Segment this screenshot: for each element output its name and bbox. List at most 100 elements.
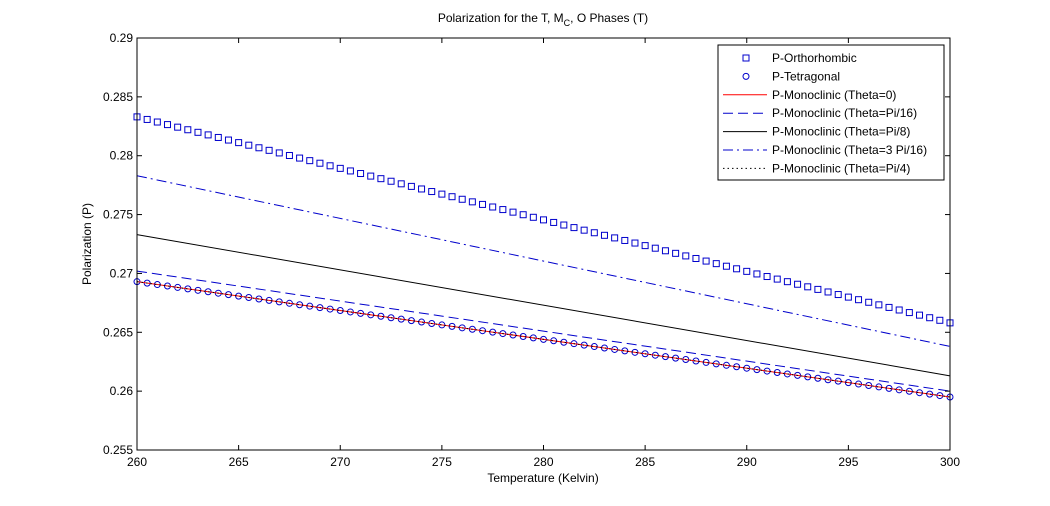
data-point [357,170,365,178]
data-point [428,188,436,196]
data-point [407,182,415,190]
data-point [255,144,263,152]
legend-marker [742,72,750,80]
data-point [184,126,192,134]
x-tick-label: 265 [229,455,249,469]
x-tick-label: 270 [330,455,350,469]
series-layer [133,113,954,401]
legend-label: P-Monoclinic (Theta=0) [772,88,896,102]
data-point [641,242,649,250]
data-point [661,247,669,255]
data-point [926,314,934,322]
y-tick-label: 0.28 [110,149,134,163]
legend-item: P-Monoclinic (Theta=0) [723,88,896,102]
data-point [844,293,852,301]
y-axis-label: Polarization (P) [80,203,94,285]
legend-item: P-Tetragonal [742,69,840,83]
data-point [519,211,527,219]
data-point [631,239,639,247]
data-point [479,200,487,208]
data-point [936,316,944,324]
data-point [590,229,598,237]
data-point [753,270,761,278]
series-line [136,281,951,398]
data-point [346,167,354,175]
data-point [712,260,720,268]
legend-label: P-Monoclinic (Theta=Pi/8) [772,125,910,139]
legend-item: P-Monoclinic (Theta=Pi/8) [723,125,910,139]
legend-box [717,44,945,181]
data-point [235,139,243,147]
y-tick-label: 0.26 [110,384,134,398]
data-point [651,244,659,252]
data-point [214,133,222,141]
data-point [163,121,171,129]
data-point [722,262,730,270]
data-point [794,280,802,288]
x-tick-label: 280 [533,455,553,469]
legend-label: P-Monoclinic (Theta=Pi/4) [772,161,910,175]
data-point [682,252,690,260]
data-point [855,296,863,304]
data-point [285,151,293,159]
data-point [296,154,304,162]
y-tick-label: 0.27 [110,266,134,280]
series-line [136,234,951,377]
data-point [804,283,812,291]
x-tick-label: 295 [838,455,858,469]
data-point [580,226,588,234]
data-point [438,190,446,198]
y-tick-label: 0.255 [103,443,133,457]
data-point [224,136,232,144]
data-point [326,162,334,170]
legend-item: P-Monoclinic (Theta=Pi/4) [723,161,910,175]
data-point [377,175,385,183]
legend-label: P-Monoclinic (Theta=3 Pi/16) [772,143,927,157]
data-point [448,193,456,201]
data-point [397,180,405,188]
series-3 [136,270,951,392]
data-point [692,254,700,262]
data-point [458,195,466,203]
legend-marker [742,54,750,62]
x-tick-label: 300 [940,455,960,469]
data-point [550,218,558,226]
data-point [814,285,822,293]
data-point [905,309,913,317]
data-point [306,157,314,165]
data-point [204,131,212,139]
data-point [885,303,893,311]
series-line [136,270,951,392]
data-point [570,224,578,232]
y-axis: 0.255 0.26 0.265 0.27 0.275 0.28 0.285 0.29 [103,31,950,457]
data-point [367,172,375,180]
x-tick-label: 290 [737,455,757,469]
x-axis-label: Temperature (Kelvin) [487,471,598,485]
data-point [600,231,608,239]
data-point [275,149,283,157]
legend-label: P-Tetragonal [772,69,840,83]
data-point [834,291,842,299]
data-point [265,146,273,154]
series-line [136,175,951,347]
data-point [672,249,680,257]
legend-item: P-Monoclinic (Theta=Pi/16) [723,106,917,120]
data-point [499,206,507,214]
legend-item: P-Orthorhombic [742,51,857,65]
x-axis: 260 265 270 275 280 285 290 295 300 [127,38,960,469]
data-point [316,159,324,167]
data-point [509,208,517,216]
data-point [895,306,903,314]
y-tick-label: 0.285 [103,90,133,104]
data-point [743,267,751,275]
legend-label: P-Orthorhombic [772,51,857,65]
data-point [489,203,497,211]
data-point [174,123,182,131]
series-4 [136,234,951,377]
series-5 [136,175,951,347]
data-point [763,273,771,281]
series-6 [136,281,951,398]
data-point [418,185,426,193]
y-tick-label: 0.265 [103,325,133,339]
